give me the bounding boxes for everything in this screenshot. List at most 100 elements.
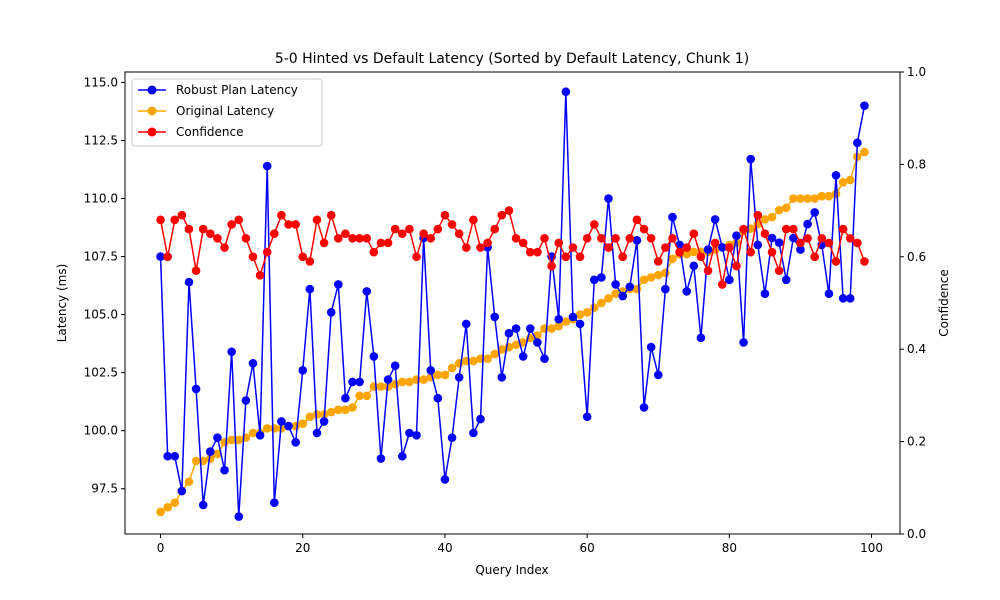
x-tick-label: 0 bbox=[157, 541, 165, 555]
data-point-original-latency bbox=[661, 268, 670, 278]
y-tick: 110.0 bbox=[84, 192, 125, 206]
y2-tick: 1.0 bbox=[900, 65, 926, 79]
x-tick: 60 bbox=[580, 534, 595, 555]
data-point-confidence bbox=[511, 234, 521, 243]
data-point-original-latency bbox=[789, 194, 798, 203]
data-point-original-latency bbox=[469, 356, 478, 366]
data-point-robust-latency bbox=[533, 338, 542, 347]
data-point-robust-latency bbox=[831, 171, 841, 180]
data-point-robust-latency bbox=[668, 212, 677, 222]
data-point-original-latency bbox=[668, 254, 677, 264]
data-point-confidence bbox=[632, 215, 642, 225]
data-point-confidence bbox=[540, 234, 549, 243]
y-tick-label: 102.5 bbox=[84, 366, 118, 380]
data-point-original-latency bbox=[561, 317, 571, 326]
data-point-robust-latency bbox=[653, 370, 663, 380]
data-point-robust-latency bbox=[319, 417, 329, 426]
data-point-original-latency bbox=[305, 412, 315, 422]
data-point-original-latency bbox=[490, 349, 500, 359]
data-point-confidence bbox=[668, 234, 677, 243]
data-point-robust-latency bbox=[262, 161, 272, 171]
x-tick-label: 20 bbox=[295, 541, 310, 555]
x-tick: 100 bbox=[860, 534, 883, 555]
data-point-robust-latency bbox=[248, 359, 258, 368]
y-tick-label: 107.5 bbox=[84, 250, 118, 264]
data-point-robust-latency bbox=[582, 412, 592, 422]
data-point-confidence bbox=[618, 252, 628, 262]
plot-frame bbox=[124, 71, 901, 535]
data-point-original-latency bbox=[405, 377, 414, 387]
data-point-confidence bbox=[817, 234, 827, 243]
legend-label-confidence: Confidence bbox=[176, 125, 243, 139]
data-point-original-latency bbox=[803, 194, 812, 203]
data-point-confidence bbox=[419, 229, 428, 238]
legend-marker-confidence bbox=[147, 127, 157, 137]
legend-item-confidence: Confidence bbox=[138, 125, 243, 139]
data-point-original-latency bbox=[348, 403, 357, 412]
data-point-confidence bbox=[639, 224, 649, 234]
data-point-robust-latency bbox=[625, 282, 635, 292]
data-point-robust-latency bbox=[710, 215, 720, 224]
data-point-robust-latency bbox=[824, 289, 834, 299]
data-point-confidence bbox=[611, 234, 620, 243]
data-point-robust-latency bbox=[490, 312, 500, 322]
data-point-confidence bbox=[845, 234, 855, 243]
data-point-robust-latency bbox=[725, 275, 734, 285]
legend-marker-original bbox=[147, 106, 157, 116]
data-point-robust-latency bbox=[433, 393, 443, 403]
y-tick-label: 115.0 bbox=[84, 75, 118, 89]
data-point-confidence bbox=[675, 247, 684, 257]
data-point-confidence bbox=[433, 224, 443, 234]
x-axis-label: Query Index bbox=[475, 563, 548, 577]
x-tick: 40 bbox=[437, 534, 453, 555]
series-robust-latency bbox=[156, 87, 869, 521]
data-point-original-latency bbox=[639, 275, 649, 285]
data-point-confidence bbox=[547, 261, 556, 271]
data-point-robust-latency bbox=[405, 428, 414, 438]
data-point-original-latency bbox=[860, 147, 869, 157]
data-point-confidence bbox=[447, 220, 457, 229]
legend-box bbox=[131, 78, 323, 147]
data-point-confidence bbox=[163, 252, 172, 262]
data-point-robust-latency bbox=[312, 428, 322, 438]
data-point-original-latency bbox=[653, 270, 663, 280]
data-point-original-latency bbox=[597, 298, 606, 308]
data-point-confidence bbox=[739, 224, 748, 234]
data-point-confidence bbox=[376, 238, 386, 248]
data-point-confidence bbox=[597, 234, 606, 243]
data-point-confidence bbox=[277, 210, 286, 220]
data-point-robust-latency bbox=[618, 291, 628, 301]
data-point-robust-latency bbox=[156, 252, 165, 261]
y2-axis-ticks: 0.0 0.2 0.4 0.6 0.8 1.0 bbox=[900, 65, 926, 541]
data-point-confidence bbox=[831, 257, 841, 266]
data-point-robust-latency bbox=[255, 431, 265, 440]
data-point-confidence bbox=[518, 238, 528, 248]
series-layer bbox=[156, 87, 869, 521]
legend-label-robust: Robust Plan Latency bbox=[176, 83, 298, 97]
data-point-confidence bbox=[689, 229, 699, 238]
y2-tick-label: 0.8 bbox=[907, 157, 926, 171]
data-point-confidence bbox=[454, 229, 464, 238]
data-point-original-latency bbox=[156, 507, 165, 517]
data-point-original-latency bbox=[206, 454, 215, 463]
legend-marker-robust bbox=[147, 85, 157, 95]
data-point-confidence bbox=[227, 220, 236, 229]
data-point-original-latency bbox=[483, 354, 492, 364]
x-tick-label: 80 bbox=[722, 541, 737, 555]
x-tick: 80 bbox=[722, 534, 737, 555]
data-point-confidence bbox=[412, 252, 421, 262]
data-point-confidence bbox=[234, 215, 244, 225]
data-point-robust-latency bbox=[661, 284, 670, 294]
data-point-original-latency bbox=[227, 435, 236, 445]
y-tick: 112.5 bbox=[84, 133, 125, 147]
data-point-robust-latency bbox=[568, 312, 578, 322]
y2-tick-label: 1.0 bbox=[907, 65, 926, 79]
data-point-robust-latency bbox=[853, 138, 862, 148]
data-point-robust-latency bbox=[390, 361, 400, 370]
data-point-original-latency bbox=[298, 419, 308, 429]
data-point-confidence bbox=[369, 247, 379, 257]
data-point-confidence bbox=[397, 229, 407, 238]
data-point-confidence bbox=[426, 234, 436, 243]
data-point-robust-latency bbox=[504, 328, 514, 338]
